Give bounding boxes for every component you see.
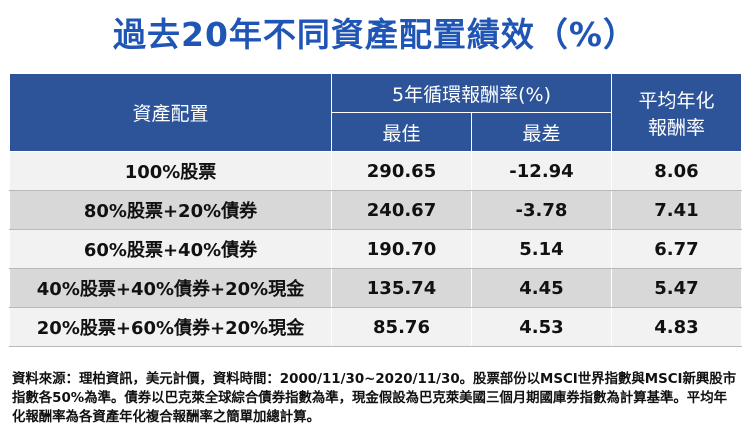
avg-cell: 4.83 — [611, 307, 742, 347]
header-avg-line1: 平均年化 — [638, 89, 715, 112]
table-row: 40%股票+40%債券+20%現金 135.74 4.45 5.47 — [9, 268, 742, 308]
worst-cell: 4.53 — [471, 307, 612, 347]
allocation-cell: 100%股票 — [9, 151, 332, 191]
best-cell: 190.70 — [331, 229, 472, 269]
allocation-cell: 60%股票+40%債券 — [9, 229, 332, 269]
table-row: 80%股票+20%債券 240.67 -3.78 7.41 — [9, 190, 742, 230]
header-allocation: 資產配置 — [9, 73, 332, 152]
performance-table: 資產配置 5年循環報酬率(%) 平均年化 報酬率 最佳 最差 100%股票 29… — [9, 73, 742, 347]
header-avg-annual-return: 平均年化 報酬率 — [611, 73, 742, 152]
header-best: 最佳 — [331, 112, 472, 152]
header-worst: 最差 — [471, 112, 612, 152]
worst-cell: 5.14 — [471, 229, 612, 269]
header-avg-line2: 報酬率 — [647, 116, 705, 139]
best-cell: 135.74 — [331, 268, 472, 308]
worst-cell: -12.94 — [471, 151, 612, 191]
worst-cell: 4.45 — [471, 268, 612, 308]
allocation-cell: 80%股票+20%債券 — [9, 190, 332, 230]
avg-cell: 5.47 — [611, 268, 742, 308]
best-cell: 85.76 — [331, 307, 472, 347]
table-body: 100%股票 290.65 -12.94 8.06 80%股票+20%債券 24… — [9, 151, 742, 347]
table-row: 60%股票+40%債券 190.70 5.14 6.77 — [9, 229, 742, 269]
header-rolling-return: 5年循環報酬率(%) — [331, 73, 612, 113]
source-footnote: 資料來源：理柏資訊，美元計價，資料時間：2000/11/30~2020/11/3… — [12, 372, 737, 425]
avg-cell: 7.41 — [611, 190, 742, 230]
page-title: 過去20年不同資產配置績效（%） — [113, 15, 637, 54]
avg-cell: 8.06 — [611, 151, 742, 191]
table-row: 20%股票+60%債券+20%現金 85.76 4.53 4.83 — [9, 307, 742, 347]
avg-cell: 6.77 — [611, 229, 742, 269]
worst-cell: -3.78 — [471, 190, 612, 230]
best-cell: 290.65 — [331, 151, 472, 191]
best-cell: 240.67 — [331, 190, 472, 230]
table-row: 100%股票 290.65 -12.94 8.06 — [9, 151, 742, 191]
allocation-cell: 40%股票+40%債券+20%現金 — [9, 268, 332, 308]
allocation-cell: 20%股票+60%債券+20%現金 — [9, 307, 332, 347]
